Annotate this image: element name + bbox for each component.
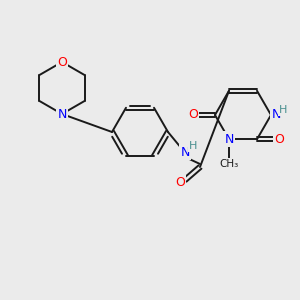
Text: O: O	[57, 56, 67, 68]
Text: O: O	[274, 133, 284, 146]
Text: H: H	[189, 141, 197, 151]
Text: N: N	[224, 133, 234, 146]
Text: O: O	[175, 176, 185, 188]
Text: H: H	[279, 105, 287, 115]
Text: CH₃: CH₃	[219, 159, 238, 169]
Text: N: N	[57, 107, 67, 121]
Text: O: O	[188, 109, 198, 122]
Text: N: N	[180, 146, 190, 158]
Text: N: N	[271, 109, 281, 122]
